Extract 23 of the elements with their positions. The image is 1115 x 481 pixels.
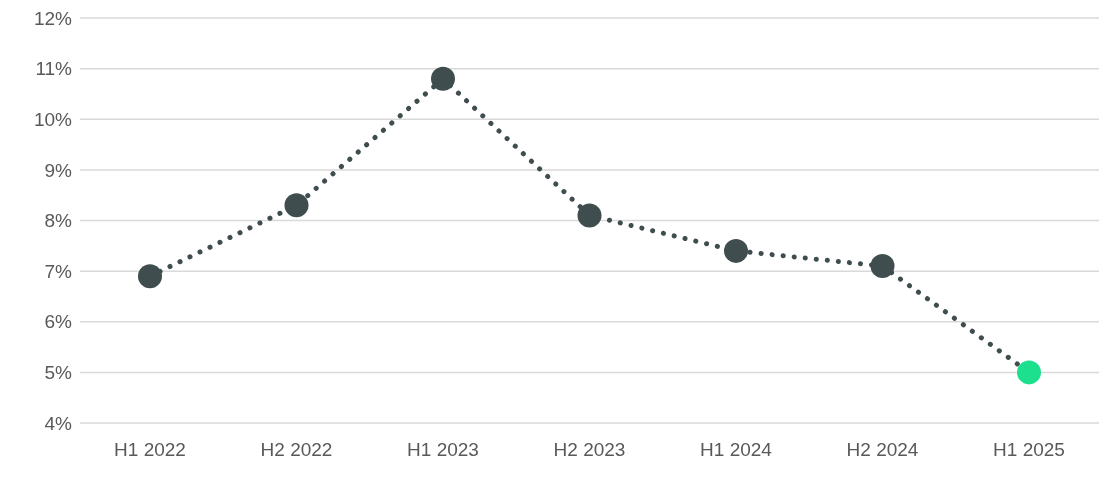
y-tick-label: 9% bbox=[44, 159, 73, 181]
y-tick-label: 5% bbox=[44, 362, 73, 384]
y-tick-label: 11% bbox=[35, 58, 73, 80]
x-tick-label: H2 2022 bbox=[260, 439, 333, 461]
x-tick-label: H2 2024 bbox=[846, 439, 919, 461]
y-tick-label: 4% bbox=[44, 412, 73, 434]
point bbox=[724, 238, 748, 263]
point bbox=[577, 203, 602, 228]
x-tick-label: H1 2024 bbox=[700, 439, 773, 461]
y-tick-label: 10% bbox=[33, 109, 73, 130]
y-tick-label: 6% bbox=[44, 311, 73, 333]
y-tick-label: 12% bbox=[33, 7, 73, 29]
point bbox=[431, 66, 455, 91]
point bbox=[1017, 360, 1041, 385]
y-tick-label: 7% bbox=[44, 260, 73, 282]
x-tick-label: H1 2022 bbox=[114, 439, 186, 461]
x-tick-label: H1 2023 bbox=[407, 439, 479, 461]
point bbox=[138, 264, 162, 289]
point bbox=[284, 193, 309, 218]
y-tick-label: 8% bbox=[44, 210, 73, 232]
x-tick-label: H2 2023 bbox=[553, 439, 626, 461]
point bbox=[870, 254, 895, 279]
x-tick-label: H1 2025 bbox=[993, 439, 1065, 461]
